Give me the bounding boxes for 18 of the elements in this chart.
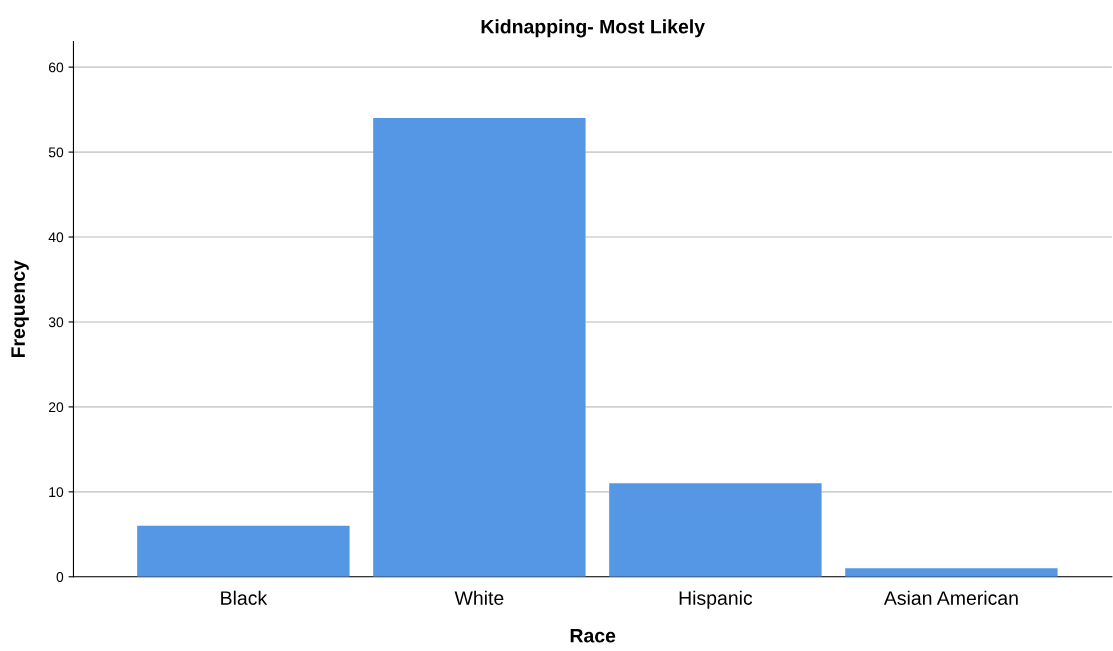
chart-title: Kidnapping- Most Likely [481,19,705,38]
x-tick-label: White [454,590,504,605]
y-tick-label: 30 [48,317,64,328]
y-tick-label: 50 [48,147,64,158]
x-tick-label: Hispanic [679,590,753,609]
y-axis-title: Frequency [11,260,29,358]
bar [609,483,822,577]
x-tick-label: Asian American [883,590,1018,605]
bar [373,118,586,577]
x-tick-label: Black [221,590,268,605]
y-tick-label: 60 [48,62,64,73]
y-tick-label: 10 [49,487,64,498]
y-tick-label: 40 [48,232,64,243]
x-axis-title: Race [570,628,616,643]
bar [137,525,350,577]
y-tick-label: 0 [56,572,64,582]
bar [845,568,1058,577]
y-tick-label: 20 [48,402,64,413]
